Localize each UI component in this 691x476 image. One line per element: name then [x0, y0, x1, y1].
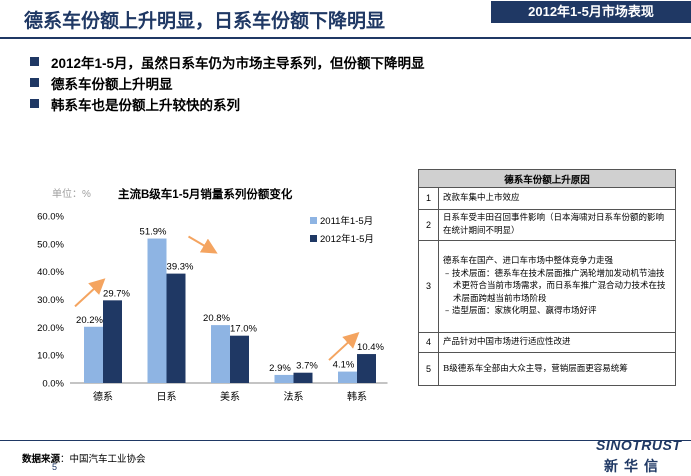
trend-arrows — [74, 235, 360, 361]
bar-data-labels: 20.2% 29.7% 51.9% 39.3% 20.8%17.0% 2.9% 3.7% 4.… — [76, 227, 384, 374]
bar-2011-4 — [338, 371, 357, 383]
key-points: 2012年1-5月，虽然日系车仍为市场主导系列，但份额下降明显 德系车份额上升明… — [30, 51, 425, 114]
reason-row: 5 B级德系车全部由大众主导，营销层面更容易统筹 — [418, 352, 676, 386]
x-tick-label: 日系 — [157, 391, 177, 403]
x-tick-label: 韩系 — [347, 390, 367, 403]
bar-2012-3 — [293, 372, 313, 383]
bar-2012-0 — [103, 300, 122, 383]
footer-divider — [0, 440, 691, 441]
x-axis: 德系 日系 美系 法系 韩系 — [93, 390, 367, 403]
bar-data-label: 20.2% — [76, 315, 103, 326]
bar-data-label: 10.4% — [357, 342, 384, 353]
reasons-table-header: 德系车份额上升原因 — [418, 169, 676, 188]
bar-2012-4 — [357, 354, 376, 383]
y-tick-label: 0.0% — [42, 379, 64, 390]
reason-text: 德系车在国产、进口车市场中整体竞争力走强 – 技术层面：德系车在技术层面推广涡轮增… — [438, 240, 676, 333]
reason-text: 产品针对中国市场进行适应性改进 — [438, 332, 676, 353]
reasons-table: 德系车份额上升原因 1 改款车集中上市效应 2 日系车受丰田召回事件影响（日本海啸对日… — [418, 169, 676, 386]
bar-2012-2 — [230, 335, 249, 383]
reason-number: 2 — [418, 209, 439, 241]
y-tick-label: 10.0% — [37, 351, 64, 362]
source-label: 数据来源 — [22, 454, 61, 465]
trend-arrow-down-icon — [187, 235, 218, 254]
y-axis: 0.0% 10.0% 20.0% 30.0% 40.0% 50.0% 60.0% — [37, 212, 64, 390]
data-source: 数据来源：中国汽车工业协会 — [22, 451, 146, 465]
bullet-text: 2012年1-5月，虽然日系车仍为市场主导系列，但份额下降明显 — [51, 55, 425, 71]
y-tick-label: 20.0% — [37, 323, 64, 334]
y-tick-label: 40.0% — [37, 267, 64, 278]
bar-data-label: 2.9% — [269, 363, 291, 374]
bar-data-label: 17.0% — [230, 324, 257, 335]
share-bar-chart: 单位：% 主流B级车1-5月销量系列份额变化 2011年1-5月 2012年1-… — [37, 187, 388, 403]
bullet-square-icon — [30, 57, 39, 66]
bullet-square-icon — [30, 99, 39, 108]
x-tick-label: 德系 — [93, 390, 113, 403]
reason-row: 2 日系车受丰田召回事件影响（日本海啸对日系车份额的影响在统计期间不明显） — [418, 209, 676, 241]
title-divider — [0, 37, 691, 39]
chart-legend: 2011年1-5月 2012年1-5月 — [310, 215, 374, 245]
bullet-item: 2012年1-5月，虽然日系车仍为市场主导系列，但份额下降明显 — [30, 51, 425, 72]
reason-number: 1 — [418, 187, 439, 210]
bar-2011-2 — [211, 325, 230, 383]
reason-subpoint: – 造型层面：家族化明显、赢得市场好评 — [445, 306, 597, 317]
reason-subpoint: – 技术层面：德系车在技术层面推广涡轮增加发动机节油技术更符合当前市场需求，而日… — [445, 268, 666, 304]
bullet-item: 韩系车也是份额上升较快的系列 — [30, 93, 425, 114]
page-number: 5 — [52, 462, 58, 472]
reason-row: 3 德系车在国产、进口车市场中整体竞争力走强 – 技术层面：德系车在技术层面推广涡轮… — [418, 240, 676, 333]
bar-2011-3 — [274, 374, 294, 383]
reason-number: 3 — [418, 240, 439, 333]
reason-number: 5 — [418, 352, 439, 386]
y-tick-label: 30.0% — [37, 295, 64, 306]
trend-arrow-up-icon — [74, 278, 106, 308]
x-tick-label: 美系 — [220, 390, 240, 403]
bullet-item: 德系车份额上升明显 — [30, 72, 425, 93]
y-tick-label: 60.0% — [37, 212, 64, 223]
chart-unit-label: 单位：% — [52, 187, 91, 200]
bar-data-label: 29.7% — [103, 288, 130, 299]
reason-number: 4 — [418, 332, 439, 353]
chart-title: 主流B级车1-5月销量系列份额变化 — [118, 187, 293, 201]
bullet-text: 韩系车也是份额上升较快的系列 — [51, 97, 240, 113]
y-tick-label: 50.0% — [37, 239, 64, 250]
bar-data-label: 4.1% — [333, 360, 355, 371]
reason-text: 日系车受丰田召回事件影响（日本海啸对日系车份额的影响在统计期间不明显） — [438, 209, 676, 241]
bar-data-label: 3.7% — [296, 361, 318, 372]
bar-marks — [84, 238, 376, 383]
legend-label-2012: 2012年1-5月 — [320, 233, 374, 245]
reason-row: 1 改款车集中上市效应 — [418, 187, 676, 210]
page-title: 德系车份额上升明显，日系车份额下降明显 — [24, 11, 386, 32]
bar-2011-1 — [147, 238, 167, 383]
bar-data-label: 51.9% — [140, 227, 167, 238]
logo-chinese: 新华信 — [604, 458, 664, 474]
bar-2011-0 — [84, 326, 103, 383]
legend-swatch-2012 — [310, 235, 317, 242]
legend-label-2011: 2011年1-5月 — [320, 215, 373, 227]
section-badge: 2012年1-5月市场表现 — [491, 1, 691, 23]
reason-text: 改款车集中上市效应 — [438, 187, 676, 210]
logo-sinotrust: SINOTRUST — [596, 437, 682, 453]
legend-swatch-2011 — [310, 217, 317, 224]
reason-text: B级德系车全部由大众主导，营销层面更容易统筹 — [438, 352, 676, 386]
trend-arrow-up-icon — [328, 331, 360, 361]
reason-row: 4 产品针对中国市场进行适应性改进 — [418, 332, 676, 353]
source-text: ：中国汽车工业协会 — [60, 454, 146, 465]
bar-2012-1 — [166, 273, 186, 383]
bullet-text: 德系车份额上升明显 — [51, 76, 173, 92]
x-tick-label: 法系 — [284, 390, 304, 403]
bullet-square-icon — [30, 78, 39, 87]
bar-data-label: 39.3% — [167, 262, 194, 273]
bar-data-label: 20.8% — [203, 313, 230, 324]
